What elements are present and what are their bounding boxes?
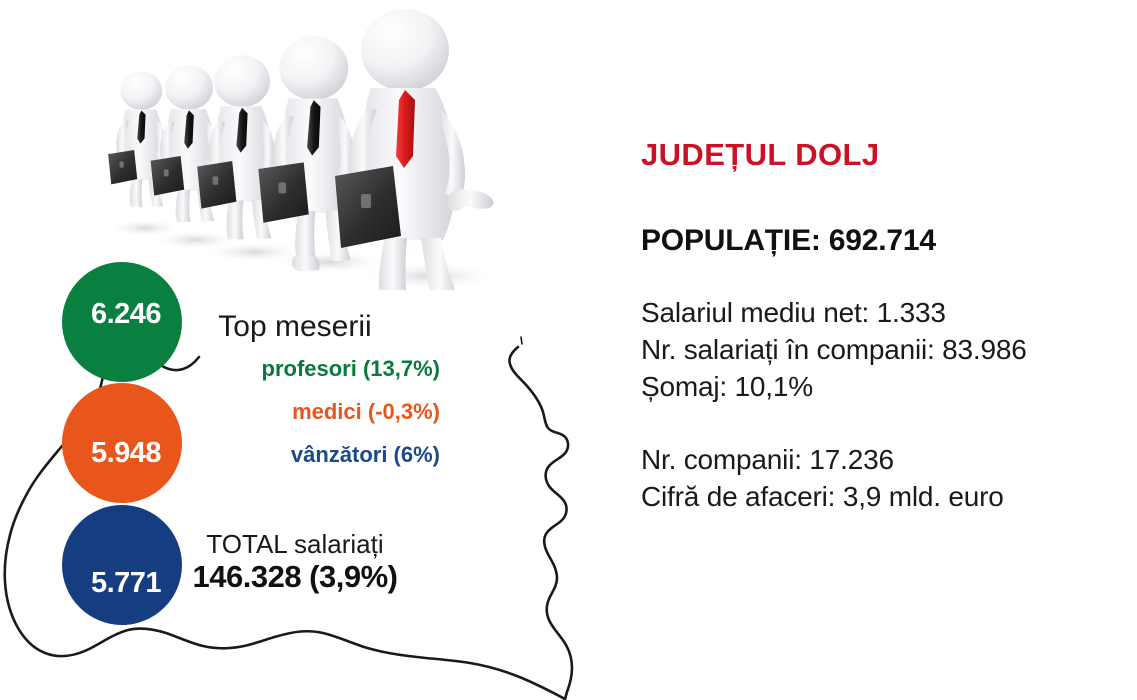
figure-head xyxy=(279,36,349,101)
kpi-circle-value: 5.771 xyxy=(90,566,162,599)
leader-briefcase-clasp xyxy=(361,194,371,208)
stat-cifra-de-afaceri: Cifră de afaceri: 3,9 mld. euro xyxy=(641,480,1004,512)
total-salariati-block: TOTAL salariați 146.328 (3,9%) xyxy=(150,530,440,594)
figure-tie xyxy=(184,110,194,149)
figure-briefcase-clasp xyxy=(163,169,169,177)
businessman-figure-3 xyxy=(197,55,275,240)
stat-salariul-mediu-net: Salariul mediu net: 1.333 xyxy=(641,297,946,329)
top-jobs-heading: Top meserii xyxy=(218,310,372,343)
figure-leg-left xyxy=(226,200,244,240)
county-title: JUDEȚUL DOLJ xyxy=(641,137,880,172)
kpi-circle-vanzatori: 5.771 xyxy=(62,505,182,625)
county-stats-panel: JUDEȚUL DOLJ POPULAȚIE: 692.714 Salariul… xyxy=(641,137,1137,516)
figure-tie xyxy=(137,110,146,144)
stats-group-employment: Salariul mediu net: 1.333 Nr. salariați … xyxy=(641,295,1137,406)
leader-hand-open xyxy=(447,189,494,211)
leader-leg-left xyxy=(378,238,407,290)
figure-tie xyxy=(307,100,321,156)
stat-nr-companii: Nr. companii: 17.236 xyxy=(641,443,894,475)
leader-leg-right xyxy=(421,238,455,290)
businessman-figure-4 xyxy=(258,36,355,272)
job-row-medici: medici (-0,3%) xyxy=(292,399,440,425)
top-jobs-block: Top meserii profesori (13,7%) medici (-0… xyxy=(150,310,440,487)
county-border-tick xyxy=(520,336,523,345)
walking-businessmen-illustration xyxy=(107,9,500,290)
kpi-circle-value: 6.246 xyxy=(90,297,162,330)
figure-leg-right xyxy=(251,200,272,240)
figure-briefcase-clasp xyxy=(119,161,124,168)
kpi-circle-profesori: 6.246 xyxy=(62,262,182,382)
leader-head xyxy=(361,9,449,91)
figure-leg-right xyxy=(325,211,351,262)
kpi-circle-medici: 5.948 xyxy=(62,383,182,503)
figure-tie xyxy=(236,107,248,153)
figure-head xyxy=(120,71,163,110)
total-salariati-value: 146.328 (3,9%) xyxy=(192,558,398,594)
stat-somaj: Șomaj: 10,1% xyxy=(641,371,813,402)
leader-arm-right xyxy=(439,108,465,202)
businessman-figure-1 xyxy=(108,71,166,208)
figure-briefcase-clasp xyxy=(212,176,219,185)
figure-foot-left xyxy=(292,256,320,272)
figure-head xyxy=(214,55,270,108)
figure-leg-left xyxy=(295,211,316,262)
kpi-circle-value: 5.948 xyxy=(90,436,162,469)
total-salariati-label: TOTAL salariați xyxy=(206,529,384,559)
figure-leg-left xyxy=(129,179,143,208)
job-row-profesori: profesori (13,7%) xyxy=(261,356,441,381)
businessman-figure-5-leader xyxy=(335,9,494,290)
figure-head xyxy=(165,65,213,110)
leader-tie xyxy=(396,90,415,168)
job-row-vanzatori: vânzători (6%) xyxy=(290,442,440,468)
population-line: POPULAȚIE: 692.714 xyxy=(641,224,936,258)
figure-leg-left xyxy=(175,189,191,222)
figure-arm-right xyxy=(260,120,275,178)
businessman-figure-2 xyxy=(150,65,217,222)
county-border-path xyxy=(508,345,574,700)
stats-group-business: Nr. companii: 17.236 Cifră de afaceri: 3… xyxy=(641,442,1137,516)
stat-nr-salariati-companii: Nr. salariați în companii: 83.986 xyxy=(641,334,1027,366)
figure-briefcase-clasp xyxy=(278,182,287,194)
